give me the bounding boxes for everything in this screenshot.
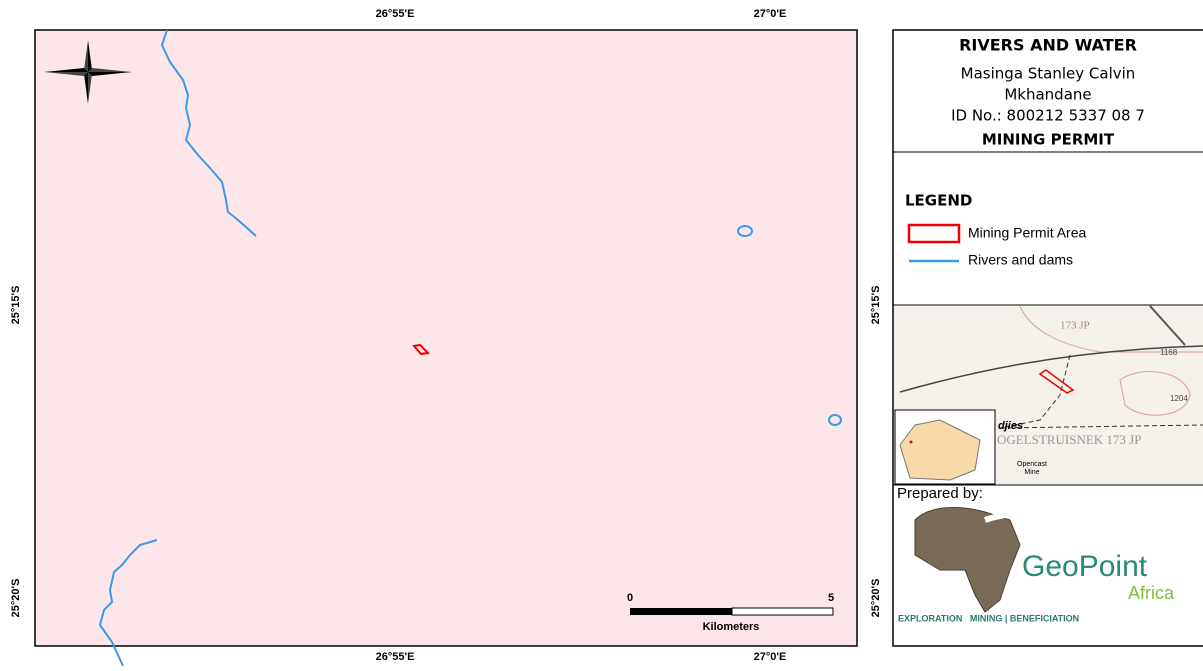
scale-bar <box>732 608 833 615</box>
scale-label: 5 <box>828 592 834 604</box>
map-frame <box>35 30 857 646</box>
id-number: ID No.: 800212 5337 08 7 <box>951 107 1145 125</box>
prepared-heading: Prepared by: <box>897 485 983 502</box>
grid-label: 25°15'S <box>870 286 882 325</box>
grid-label: 27°0'E <box>754 8 787 20</box>
brand-sub: Africa <box>1128 583 1175 603</box>
grid-label: 25°20'S <box>10 579 22 618</box>
brand: GeoPoint <box>1022 550 1148 583</box>
name: Mkhandane <box>1004 86 1091 104</box>
inset-label: OGELSTRUISNEK 173 JP <box>997 432 1141 447</box>
title: RIVERS AND WATER <box>959 36 1137 55</box>
subtitle: MINING PERMIT <box>982 131 1115 149</box>
legend-item: Mining Permit Area <box>968 225 1086 241</box>
scale-label: 0 <box>627 592 633 604</box>
map-layout: 0 5 Kilometers 26°55'E 27°0'E 26°55'E 27… <box>0 0 1203 666</box>
inset-label: Mine <box>1024 469 1039 476</box>
grid-label: 26°55'E <box>376 8 415 20</box>
scale-bar <box>630 608 732 615</box>
inset-label: Opencast <box>1017 461 1047 468</box>
scale-unit: Kilometers <box>703 621 760 633</box>
grid-label: 27°0'E <box>754 651 787 663</box>
inset-label: 1204 <box>1170 394 1188 403</box>
inset-map <box>894 306 1203 484</box>
name: Masinga Stanley Calvin <box>961 65 1136 83</box>
grid-label: 25°20'S <box>870 579 882 618</box>
tagline: EXPLORATION MINING | BENEFICIATION <box>898 613 1079 623</box>
grid-label: 25°15'S <box>10 286 22 325</box>
inset-label: 173 JP <box>1060 320 1090 332</box>
legend-item: Rivers and dams <box>968 252 1073 268</box>
inset-label: djies <box>998 420 1023 432</box>
inset-label: 1168 <box>1160 348 1178 357</box>
grid-label: 26°55'E <box>376 651 415 663</box>
page: 0 5 Kilometers 26°55'E 27°0'E 26°55'E 27… <box>0 0 1203 666</box>
legend-heading: LEGEND <box>905 192 972 210</box>
